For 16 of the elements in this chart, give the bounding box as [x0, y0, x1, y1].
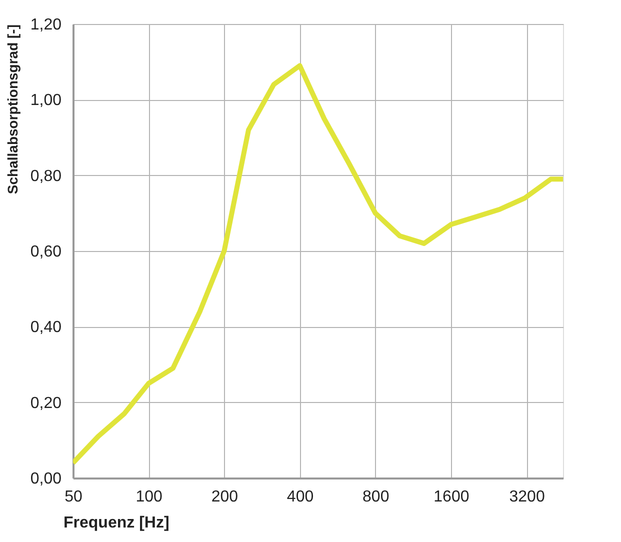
x-tick-label: 50: [64, 488, 82, 506]
x-tick-label: 800: [362, 488, 390, 506]
y-axis-title: Schallabsorptionsgrad [-]: [4, 24, 20, 194]
y-tick-label: 1,00: [30, 92, 62, 110]
y-tick-label: 0,40: [30, 319, 62, 336]
x-tick-label: 400: [286, 488, 314, 506]
y-tick-label: 1,20: [30, 16, 62, 34]
x-tick-label: 100: [136, 488, 163, 506]
x-tick-label: 1600: [434, 488, 470, 506]
y-tick-label: 0,00: [30, 470, 62, 488]
x-tick-label: 3200: [509, 488, 545, 506]
y-tick-label: 0,80: [30, 168, 62, 185]
x-axis-title: Frequenz [Hz]: [64, 514, 170, 532]
y-tick-label: 0,60: [30, 244, 62, 260]
y-tick-label: 0,20: [30, 394, 62, 412]
x-tick-label: 200: [211, 488, 238, 506]
